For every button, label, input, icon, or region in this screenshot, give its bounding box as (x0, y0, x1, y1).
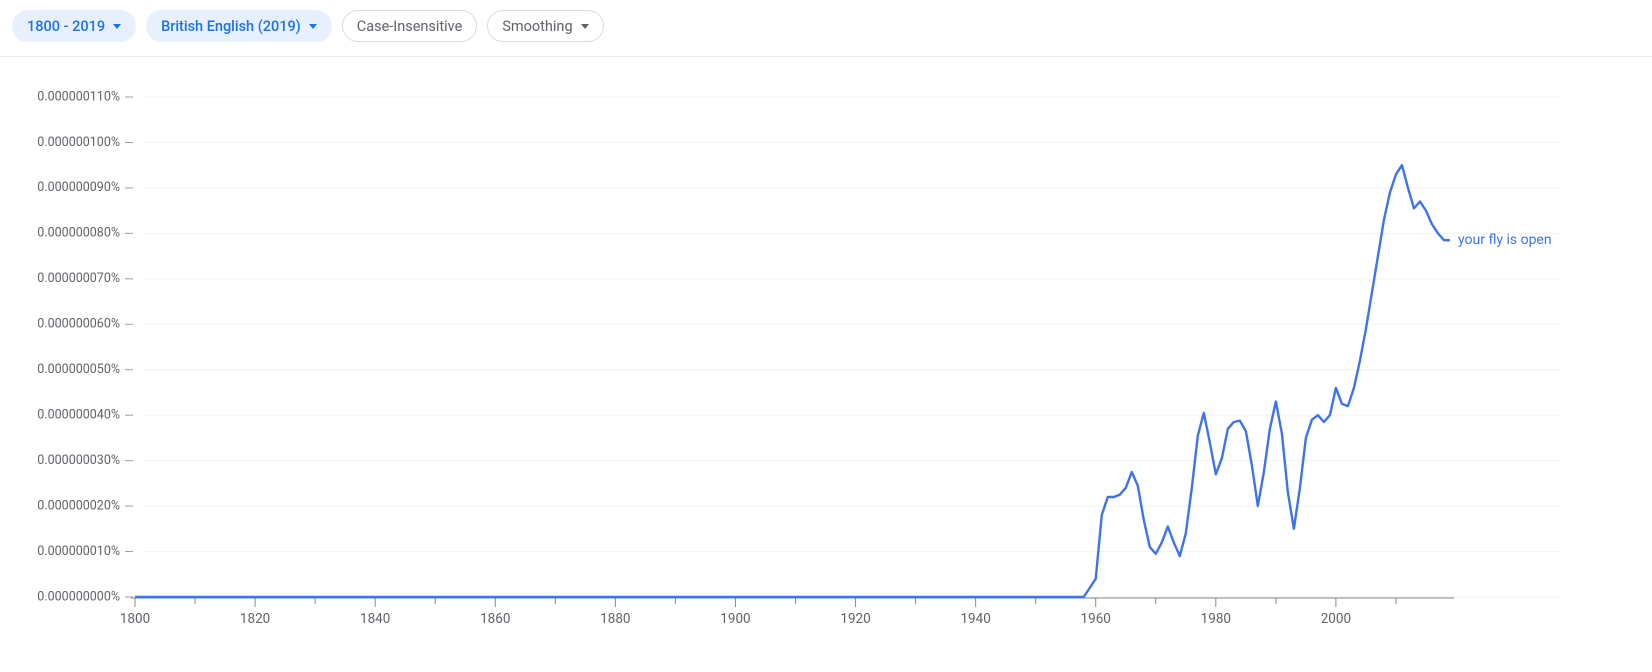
smoothing-chip[interactable]: Smoothing (487, 10, 603, 42)
ngram-chart: 0.000000000% 0.000000010% 0.000000020% 0.00… (0, 57, 1652, 667)
svg-text:0.000000090%: 0.000000090% (37, 180, 120, 195)
svg-text:0.000000070%: 0.000000070% (37, 271, 120, 286)
case-insensitive-chip[interactable]: Case-Insensitive (342, 10, 478, 42)
smoothing-label: Smoothing (502, 18, 572, 35)
svg-text:0.000000060%: 0.000000060% (37, 317, 120, 332)
date-range-chip[interactable]: 1800 - 2019 (12, 10, 136, 42)
svg-text:0.000000100%: 0.000000100% (37, 135, 120, 150)
date-range-label: 1800 - 2019 (27, 18, 105, 35)
svg-text:1800: 1800 (120, 611, 150, 627)
corpus-label: British English (2019) (161, 18, 301, 35)
svg-text:0.000000080%: 0.000000080% (37, 226, 120, 241)
svg-text:1980: 1980 (1201, 611, 1231, 627)
svg-text:1880: 1880 (600, 611, 630, 627)
svg-text:0.000000010%: 0.000000010% (37, 544, 120, 559)
chevron-down-icon (581, 24, 589, 29)
svg-text:1860: 1860 (480, 611, 510, 627)
svg-text:2000: 2000 (1321, 611, 1351, 627)
chart-svg: 0.000000000% 0.000000010% 0.000000020% 0.00… (10, 87, 1642, 657)
svg-text:1960: 1960 (1081, 611, 1111, 627)
chevron-down-icon (113, 24, 121, 29)
svg-text:0.000000050%: 0.000000050% (37, 362, 120, 377)
svg-text:1840: 1840 (360, 611, 390, 627)
toolbar: 1800 - 2019 British English (2019) Case-… (0, 0, 1652, 57)
svg-text:0.000000040%: 0.000000040% (37, 407, 120, 422)
case-insensitive-label: Case-Insensitive (357, 18, 463, 35)
svg-text:0.000000020%: 0.000000020% (37, 498, 120, 513)
svg-text:0.000000030%: 0.000000030% (37, 453, 120, 468)
svg-text:1820: 1820 (240, 611, 270, 627)
svg-text:your fly is open: your fly is open (1458, 232, 1552, 248)
svg-text:0.000000000%: 0.000000000% (37, 589, 120, 604)
chevron-down-icon (309, 24, 317, 29)
corpus-chip[interactable]: British English (2019) (146, 10, 332, 42)
svg-text:1900: 1900 (720, 611, 750, 627)
svg-text:1920: 1920 (840, 611, 870, 627)
svg-text:0.000000110%: 0.000000110% (37, 89, 120, 104)
svg-text:1940: 1940 (960, 611, 990, 627)
